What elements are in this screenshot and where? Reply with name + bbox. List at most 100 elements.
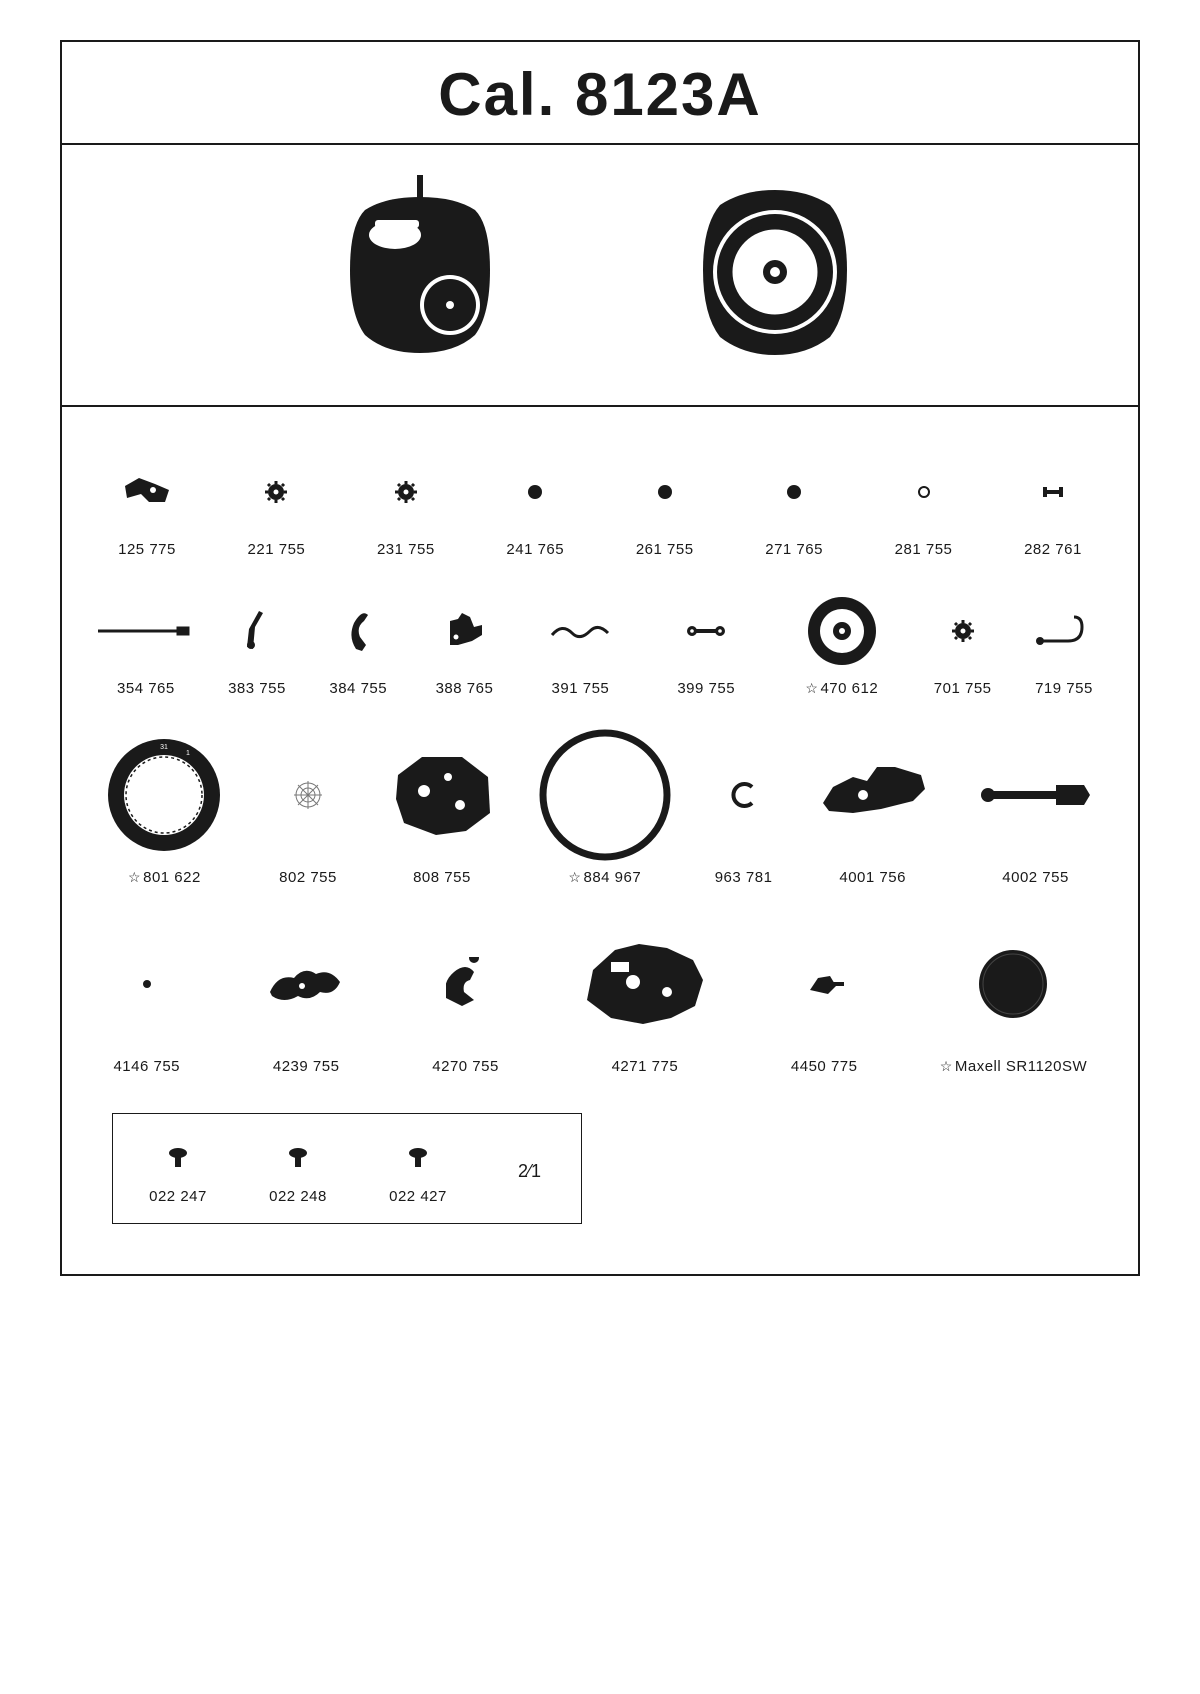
parts-row-2: 354 765 383 755 384 755 388 765 391 755 399 7…: [92, 596, 1108, 697]
part-label: 022 427: [389, 1188, 447, 1205]
parts-area: 125 775 221 755 231 755 241 765 261 755 271 7…: [62, 407, 1138, 1274]
part-icon: [526, 457, 544, 527]
part-item: 388 765: [420, 596, 508, 697]
part-label: 4001 756: [839, 869, 906, 886]
part-item: 963 781: [705, 735, 782, 886]
part-icon: [977, 924, 1049, 1044]
part-label: 231 755: [377, 541, 435, 558]
part-label: 221 755: [248, 541, 306, 558]
movement-back-icon: [675, 175, 875, 365]
parts-row-3: ☆801 622 802 755 808 755 ☆884 967 963 781 400…: [92, 735, 1108, 886]
page-frame: Cal. 8123A: [60, 40, 1140, 1276]
star-icon: ☆: [940, 1058, 953, 1074]
part-label: 282 761: [1024, 541, 1082, 558]
part-icon: [952, 596, 974, 666]
part-label: 383 755: [228, 680, 286, 697]
part-label: 384 755: [329, 680, 387, 697]
part-label: 241 765: [506, 541, 564, 558]
part-item: 4002 755: [963, 735, 1108, 886]
part-item: 802 755: [255, 735, 361, 886]
part-label: 399 755: [677, 680, 735, 697]
part-icon: [656, 457, 674, 527]
part-icon: [141, 924, 153, 1044]
part-item: ☆801 622: [92, 735, 237, 886]
part-label: ☆470 612: [805, 680, 878, 697]
part-icon: [167, 1138, 189, 1178]
part-item: 022 427: [373, 1138, 463, 1205]
part-icon: [583, 924, 707, 1044]
part-label: 802 755: [279, 869, 337, 886]
part-icon: [345, 596, 371, 666]
part-icon: [392, 735, 492, 855]
part-label: 261 755: [636, 541, 694, 558]
part-label: 391 755: [552, 680, 610, 697]
scale-fraction: 2⁄1: [518, 1161, 541, 1182]
part-label: ☆Maxell SR1120SW: [940, 1058, 1087, 1075]
screws-box: 022 247 022 248 022 427 2⁄1: [112, 1113, 582, 1224]
parts-row-1: 125 775 221 755 231 755 241 765 261 755 271 7…: [92, 457, 1108, 558]
part-item: 701 755: [923, 596, 1001, 697]
part-item: 022 247: [133, 1138, 223, 1205]
part-label: 271 765: [765, 541, 823, 558]
part-icon: [96, 596, 196, 666]
part-item: 399 755: [652, 596, 760, 697]
part-icon: [446, 924, 486, 1044]
part-icon: [104, 735, 224, 855]
part-icon: [917, 457, 931, 527]
part-item: 282 761: [998, 457, 1108, 558]
part-icon: [804, 924, 844, 1044]
part-label: 4002 755: [1002, 869, 1069, 886]
part-label: 701 755: [934, 680, 992, 697]
part-item: ☆Maxell SR1120SW: [919, 924, 1108, 1075]
star-icon: ☆: [805, 680, 818, 696]
part-label: 4146 755: [113, 1058, 180, 1075]
part-item: 4271 775: [560, 924, 729, 1075]
part-item: 231 755: [351, 457, 461, 558]
part-label: ☆884 967: [568, 869, 641, 886]
part-icon: [980, 735, 1092, 855]
part-item: 221 755: [221, 457, 331, 558]
part-item: 4239 755: [241, 924, 370, 1075]
part-icon: [786, 457, 802, 527]
part-label: 354 765: [117, 680, 175, 697]
part-item: 354 765: [92, 596, 200, 697]
part-item: 4001 756: [800, 735, 945, 886]
part-icon: [287, 1138, 309, 1178]
part-label: 281 755: [895, 541, 953, 558]
part-label: 719 755: [1035, 680, 1093, 697]
part-icon: [550, 596, 610, 666]
part-label: 125 775: [118, 541, 176, 558]
part-icon: [444, 596, 484, 666]
part-label: 808 755: [413, 869, 471, 886]
part-item: 271 765: [739, 457, 849, 558]
part-icon: [731, 735, 757, 855]
part-item: 384 755: [314, 596, 402, 697]
part-label: 022 248: [269, 1188, 327, 1205]
part-label: 4271 775: [612, 1058, 679, 1075]
part-item: 125 775: [92, 457, 202, 558]
part-icon: [818, 735, 928, 855]
part-icon: [267, 924, 345, 1044]
part-label: ☆801 622: [128, 869, 201, 886]
part-item: 261 755: [610, 457, 720, 558]
page-title: Cal. 8123A: [438, 61, 762, 128]
part-item: ☆470 612: [778, 596, 905, 697]
part-icon: [1041, 457, 1065, 527]
part-icon: [1035, 596, 1093, 666]
part-item: 4270 755: [411, 924, 520, 1075]
part-item: 808 755: [379, 735, 505, 886]
part-icon: [394, 457, 418, 527]
part-icon: [686, 596, 726, 666]
part-icon: [245, 596, 269, 666]
part-item: 241 765: [480, 457, 590, 558]
star-icon: ☆: [568, 869, 581, 885]
part-label: 4450 775: [791, 1058, 858, 1075]
title-band: Cal. 8123A: [62, 42, 1138, 145]
part-label: 388 765: [436, 680, 494, 697]
part-item: 4146 755: [92, 924, 201, 1075]
part-item: 391 755: [527, 596, 635, 697]
part-item: 719 755: [1020, 596, 1108, 697]
movement-front-icon: [325, 175, 515, 365]
part-label: 4270 755: [432, 1058, 499, 1075]
part-icon: [263, 457, 289, 527]
